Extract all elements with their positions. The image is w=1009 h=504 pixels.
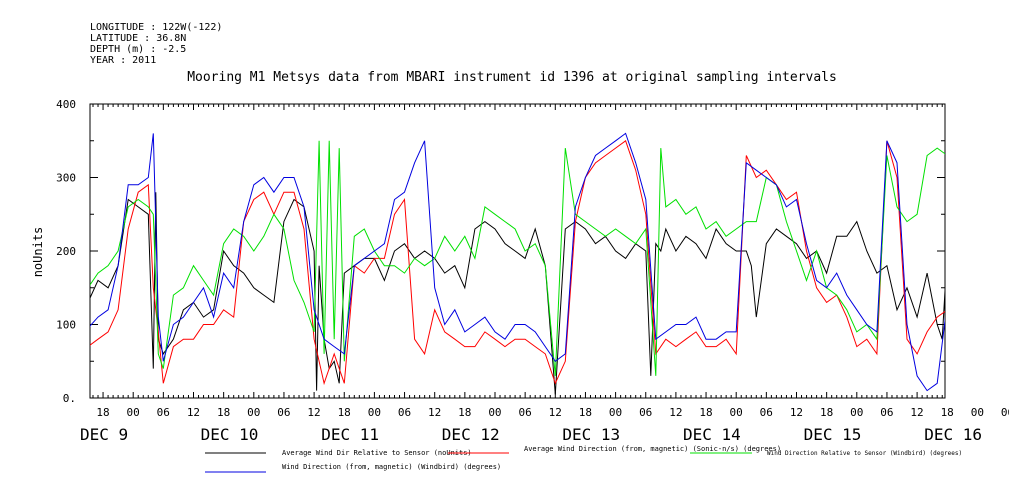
x-day-label: DEC 16 [924,425,982,444]
x-tick-label: 06 [880,406,893,419]
x-tick-label: 00 [368,406,381,419]
x-tick-label: 00 [609,406,622,419]
x-tick-label: 12 [669,406,682,419]
x-tick-label: 12 [307,406,320,419]
series-line-0 [90,192,945,395]
series-line-2 [90,140,945,376]
legend: Average Wind Dir Relative to Sensor (noU… [205,445,962,473]
x-tick-label: 18 [699,406,712,419]
x-day-label: DEC 11 [321,425,379,444]
legend-label-3: Wind Direction (from, magnetic) (Windbir… [282,463,501,471]
x-tick-label: 00 [127,406,140,419]
year-text: YEAR : 2011 [90,55,156,66]
series-line-1 [90,139,945,386]
x-tick-label: 18 [338,406,351,419]
x-tick-label: 12 [790,406,803,419]
x-day-label: DEC 10 [201,425,259,444]
latitude-text: LATITUDE : 36.8N [90,33,186,44]
x-day-label: DEC 9 [80,425,128,444]
x-tick-label: 06 [398,406,411,419]
x-tick-label: 18 [820,406,833,419]
x-tick-label: 06 [518,406,531,419]
x-tick-label: 18 [458,406,471,419]
y-tick-label: 400 [56,98,76,111]
series-lines [90,132,945,395]
axis-labels: 18 00 06 12 18 00 06 12 18 00 06 12 18 00 06 12 18 00 06 12… [56,98,1009,444]
x-day-label: DEC 14 [683,425,741,444]
x-tick-label: 12 [428,406,441,419]
y-tick-label: 0. [63,392,76,405]
location-info: LONGITUDE : 122W(-122) LATITUDE : 36.8N … [90,22,222,66]
y-tick-label: 200 [56,245,76,258]
x-tick-label: 18 [217,406,230,419]
chart-title: Mooring M1 Metsys data from MBARI instru… [187,70,837,85]
legend-label-2: Wind Direction Relative to Sensor (Windb… [767,450,962,457]
x-tick-label: 06 [760,406,773,419]
axis-ticks [90,103,945,399]
x-tick-label: 18 [941,406,954,419]
x-tick-label: 18 [579,406,592,419]
x-tick-label: 18 [96,406,109,419]
x-tick-label: 12 [549,406,562,419]
longitude-text: LONGITUDE : 122W(-122) [90,22,222,33]
depth-text: DEPTH (m) : -2.5 [90,44,186,55]
y-tick-label: 100 [56,319,76,332]
x-tick-label: 00 [971,406,984,419]
x-tick-label: 00 [488,406,501,419]
series-line-3 [90,132,945,392]
legend-label-0: Average Wind Dir Relative to Sensor (noU… [282,449,472,457]
y-tick-label: 300 [56,172,76,185]
x-tick-label: 06 [157,406,170,419]
x-tick-label: 12 [187,406,200,419]
x-tick-label: 06 [639,406,652,419]
x-tick-label: 06 [277,406,290,419]
x-tick-label: 00 [247,406,260,419]
x-day-label: DEC 13 [562,425,620,444]
x-day-label: DEC 12 [442,425,500,444]
x-tick-label: 12 [910,406,923,419]
x-tick-label: 00 [850,406,863,419]
x-tick-label: 00 [730,406,743,419]
legend-label-1: Average Wind Direction (from, magnetic) … [524,445,781,453]
x-day-label: DEC 15 [804,425,862,444]
y-axis-label: noUnits [31,227,45,278]
x-tick-label: 06 [1001,406,1009,419]
